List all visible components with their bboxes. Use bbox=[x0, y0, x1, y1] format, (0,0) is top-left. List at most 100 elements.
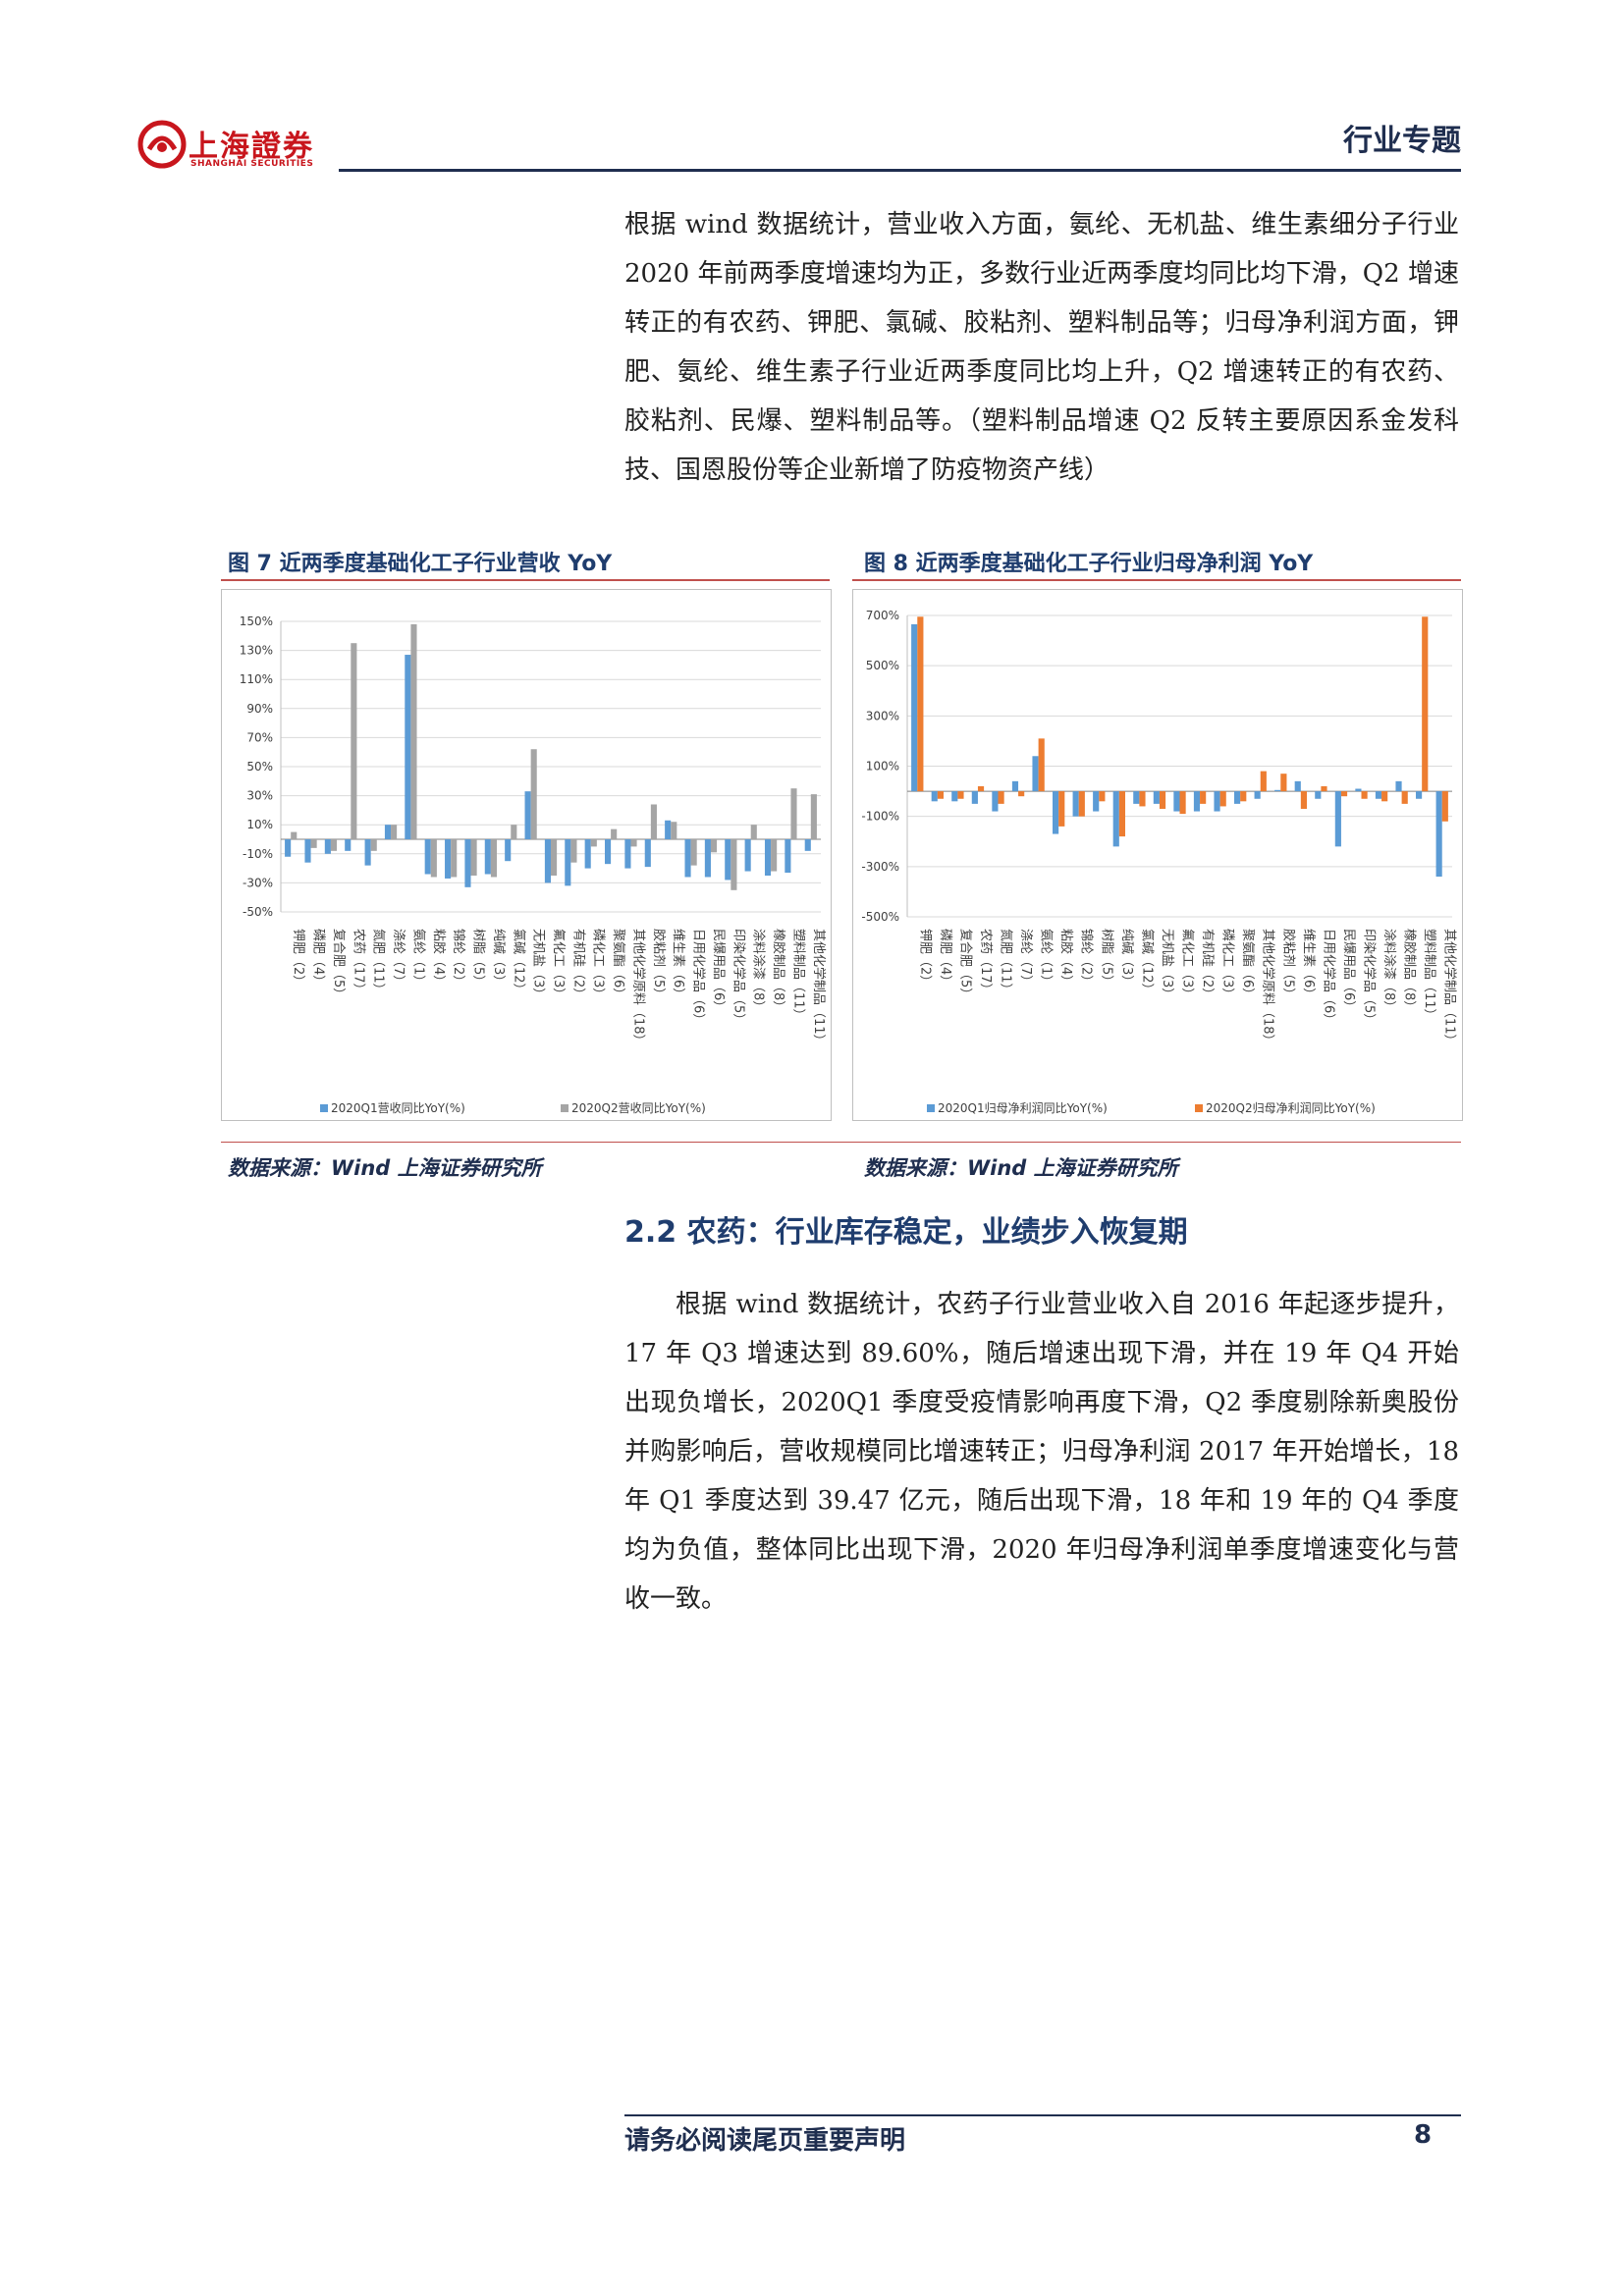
x-category-label: 维生素（6） bbox=[1301, 929, 1316, 1000]
x-category-label: 塑料制品（11） bbox=[1422, 929, 1436, 1022]
chart-7-revenue-yoy: 150% 130% 110% 90% 70% 50% 30% 10% -10% -30% -50% 钾… bbox=[240, 614, 827, 1115]
bar bbox=[584, 839, 591, 869]
bar bbox=[917, 616, 924, 792]
bar bbox=[530, 749, 537, 839]
x-category-label: 纯碱（3） bbox=[491, 929, 506, 988]
bar bbox=[1118, 791, 1125, 837]
bar bbox=[1072, 791, 1079, 817]
bar bbox=[1355, 788, 1362, 792]
bar bbox=[1315, 791, 1322, 799]
legend-label: 2020Q1营收同比YoY(%) bbox=[331, 1101, 465, 1115]
bar bbox=[324, 839, 331, 854]
y-tick-label: -500% bbox=[861, 910, 899, 924]
paragraph-2: 根据 wind 数据统计，农药子行业营业收入自 2016 年起逐步提升，17 年… bbox=[624, 1290, 1459, 1614]
bar bbox=[1254, 791, 1261, 799]
x-category-label: 氨纶（1） bbox=[1039, 929, 1054, 988]
bar bbox=[977, 785, 985, 792]
logo-text: 上海證券 bbox=[189, 130, 314, 164]
bar bbox=[744, 839, 751, 872]
bar bbox=[384, 825, 392, 839]
bar bbox=[551, 839, 558, 876]
bar bbox=[590, 839, 597, 847]
x-category-label: 氟化工（3） bbox=[551, 929, 566, 1000]
x-category-label: 无机盐（3） bbox=[1160, 929, 1174, 1000]
legend-swatch bbox=[561, 1104, 568, 1112]
bar bbox=[1078, 791, 1085, 817]
bar bbox=[1334, 791, 1341, 847]
x-category-label: 氨纶（1） bbox=[410, 929, 425, 988]
x-category-label: 锦纶（2） bbox=[451, 929, 465, 988]
bar bbox=[1200, 791, 1207, 804]
bar bbox=[1179, 791, 1186, 815]
section-title: 2.2 农药：行业库存稳定，业绩步入恢复期 bbox=[624, 1215, 1188, 1250]
bar bbox=[951, 791, 958, 802]
bar bbox=[998, 791, 1004, 804]
figures-bottom-rule bbox=[221, 1142, 1461, 1143]
bar bbox=[1375, 791, 1382, 799]
figure-8-title: 图 8 近两季度基础化工子行业归母净利润 YoY bbox=[864, 552, 1314, 576]
header-divider bbox=[339, 169, 1461, 172]
x-category-label: 氟化工（3） bbox=[1180, 929, 1195, 1000]
bar bbox=[565, 839, 571, 886]
x-category-label: 涤纶（7） bbox=[1018, 929, 1033, 988]
logo: 上海證券 SHANGHAI SECURITIES bbox=[137, 120, 334, 175]
x-category-label: 塑料制品（11） bbox=[790, 929, 805, 1022]
y-tick-label: 130% bbox=[240, 644, 273, 658]
bar bbox=[1401, 791, 1408, 804]
bar bbox=[650, 804, 657, 839]
x-category-label: 涂料涂漆（8） bbox=[751, 929, 767, 1013]
x-category-label: 有机硅（2） bbox=[570, 929, 585, 1000]
x-category-label: 涤纶（7） bbox=[391, 929, 406, 988]
bar bbox=[1139, 791, 1146, 807]
bar bbox=[345, 839, 352, 851]
chart-7-frame: 150% 130% 110% 90% 70% 50% 30% 10% -10% -30% -50% 钾… bbox=[221, 589, 832, 1121]
bar bbox=[1112, 791, 1119, 847]
figure-8-title-rule bbox=[852, 579, 1461, 581]
x-category-label: 氮肥（11） bbox=[371, 929, 386, 996]
y-tick-label: -30% bbox=[243, 876, 273, 889]
bar bbox=[1011, 780, 1019, 792]
bar bbox=[1381, 791, 1388, 802]
bar bbox=[992, 791, 999, 812]
x-category-label: 民爆用品（6） bbox=[711, 929, 726, 1013]
x-category-label: 民爆用品（6） bbox=[1341, 929, 1356, 1013]
y-tick-label: 50% bbox=[246, 760, 273, 774]
bar bbox=[310, 839, 317, 848]
bar bbox=[1240, 791, 1247, 802]
bar bbox=[505, 839, 512, 862]
y-tick-label: 90% bbox=[246, 702, 273, 716]
x-category-label: 聚氨酯（6） bbox=[1240, 929, 1255, 1000]
header-title: 行业专题 bbox=[1343, 124, 1461, 158]
bar bbox=[605, 839, 612, 865]
bar bbox=[1214, 791, 1220, 812]
bar bbox=[1058, 791, 1065, 827]
bar bbox=[1435, 791, 1442, 878]
bar bbox=[804, 839, 811, 851]
x-category-label: 氮肥（11） bbox=[999, 929, 1013, 996]
y-tick-label: 100% bbox=[866, 760, 899, 774]
x-category-label: 磷肥（4） bbox=[938, 929, 952, 988]
legend-swatch bbox=[1195, 1104, 1203, 1112]
bar bbox=[391, 825, 398, 839]
bar bbox=[304, 839, 311, 863]
bar bbox=[1173, 791, 1180, 812]
x-category-label: 其他化学制品（11） bbox=[1442, 929, 1458, 1047]
bar bbox=[451, 839, 458, 878]
y-tick-label: -10% bbox=[243, 847, 273, 861]
y-tick-label: 500% bbox=[866, 659, 899, 672]
bar bbox=[771, 839, 778, 872]
x-category-label: 胶粘剂（5） bbox=[651, 929, 667, 1000]
bar bbox=[1153, 791, 1160, 804]
bar bbox=[785, 839, 791, 874]
x-category-label: 胶粘剂（5） bbox=[1280, 929, 1296, 1000]
bar bbox=[671, 822, 677, 839]
bar bbox=[1159, 791, 1166, 809]
bar bbox=[624, 839, 631, 869]
x-category-label: 磷化工（3） bbox=[1220, 929, 1235, 1000]
x-category-label: 橡胶制品（8） bbox=[771, 929, 786, 1013]
x-category-label: 钾肥（2） bbox=[917, 929, 932, 988]
page-number: 8 bbox=[1414, 2120, 1433, 2150]
x-category-label: 涂料涂漆（8） bbox=[1381, 929, 1397, 1013]
x-category-label: 日用化学品（6） bbox=[1321, 929, 1336, 1026]
figure-7-source: 数据来源：Wind 上海证券研究所 bbox=[228, 1156, 542, 1180]
